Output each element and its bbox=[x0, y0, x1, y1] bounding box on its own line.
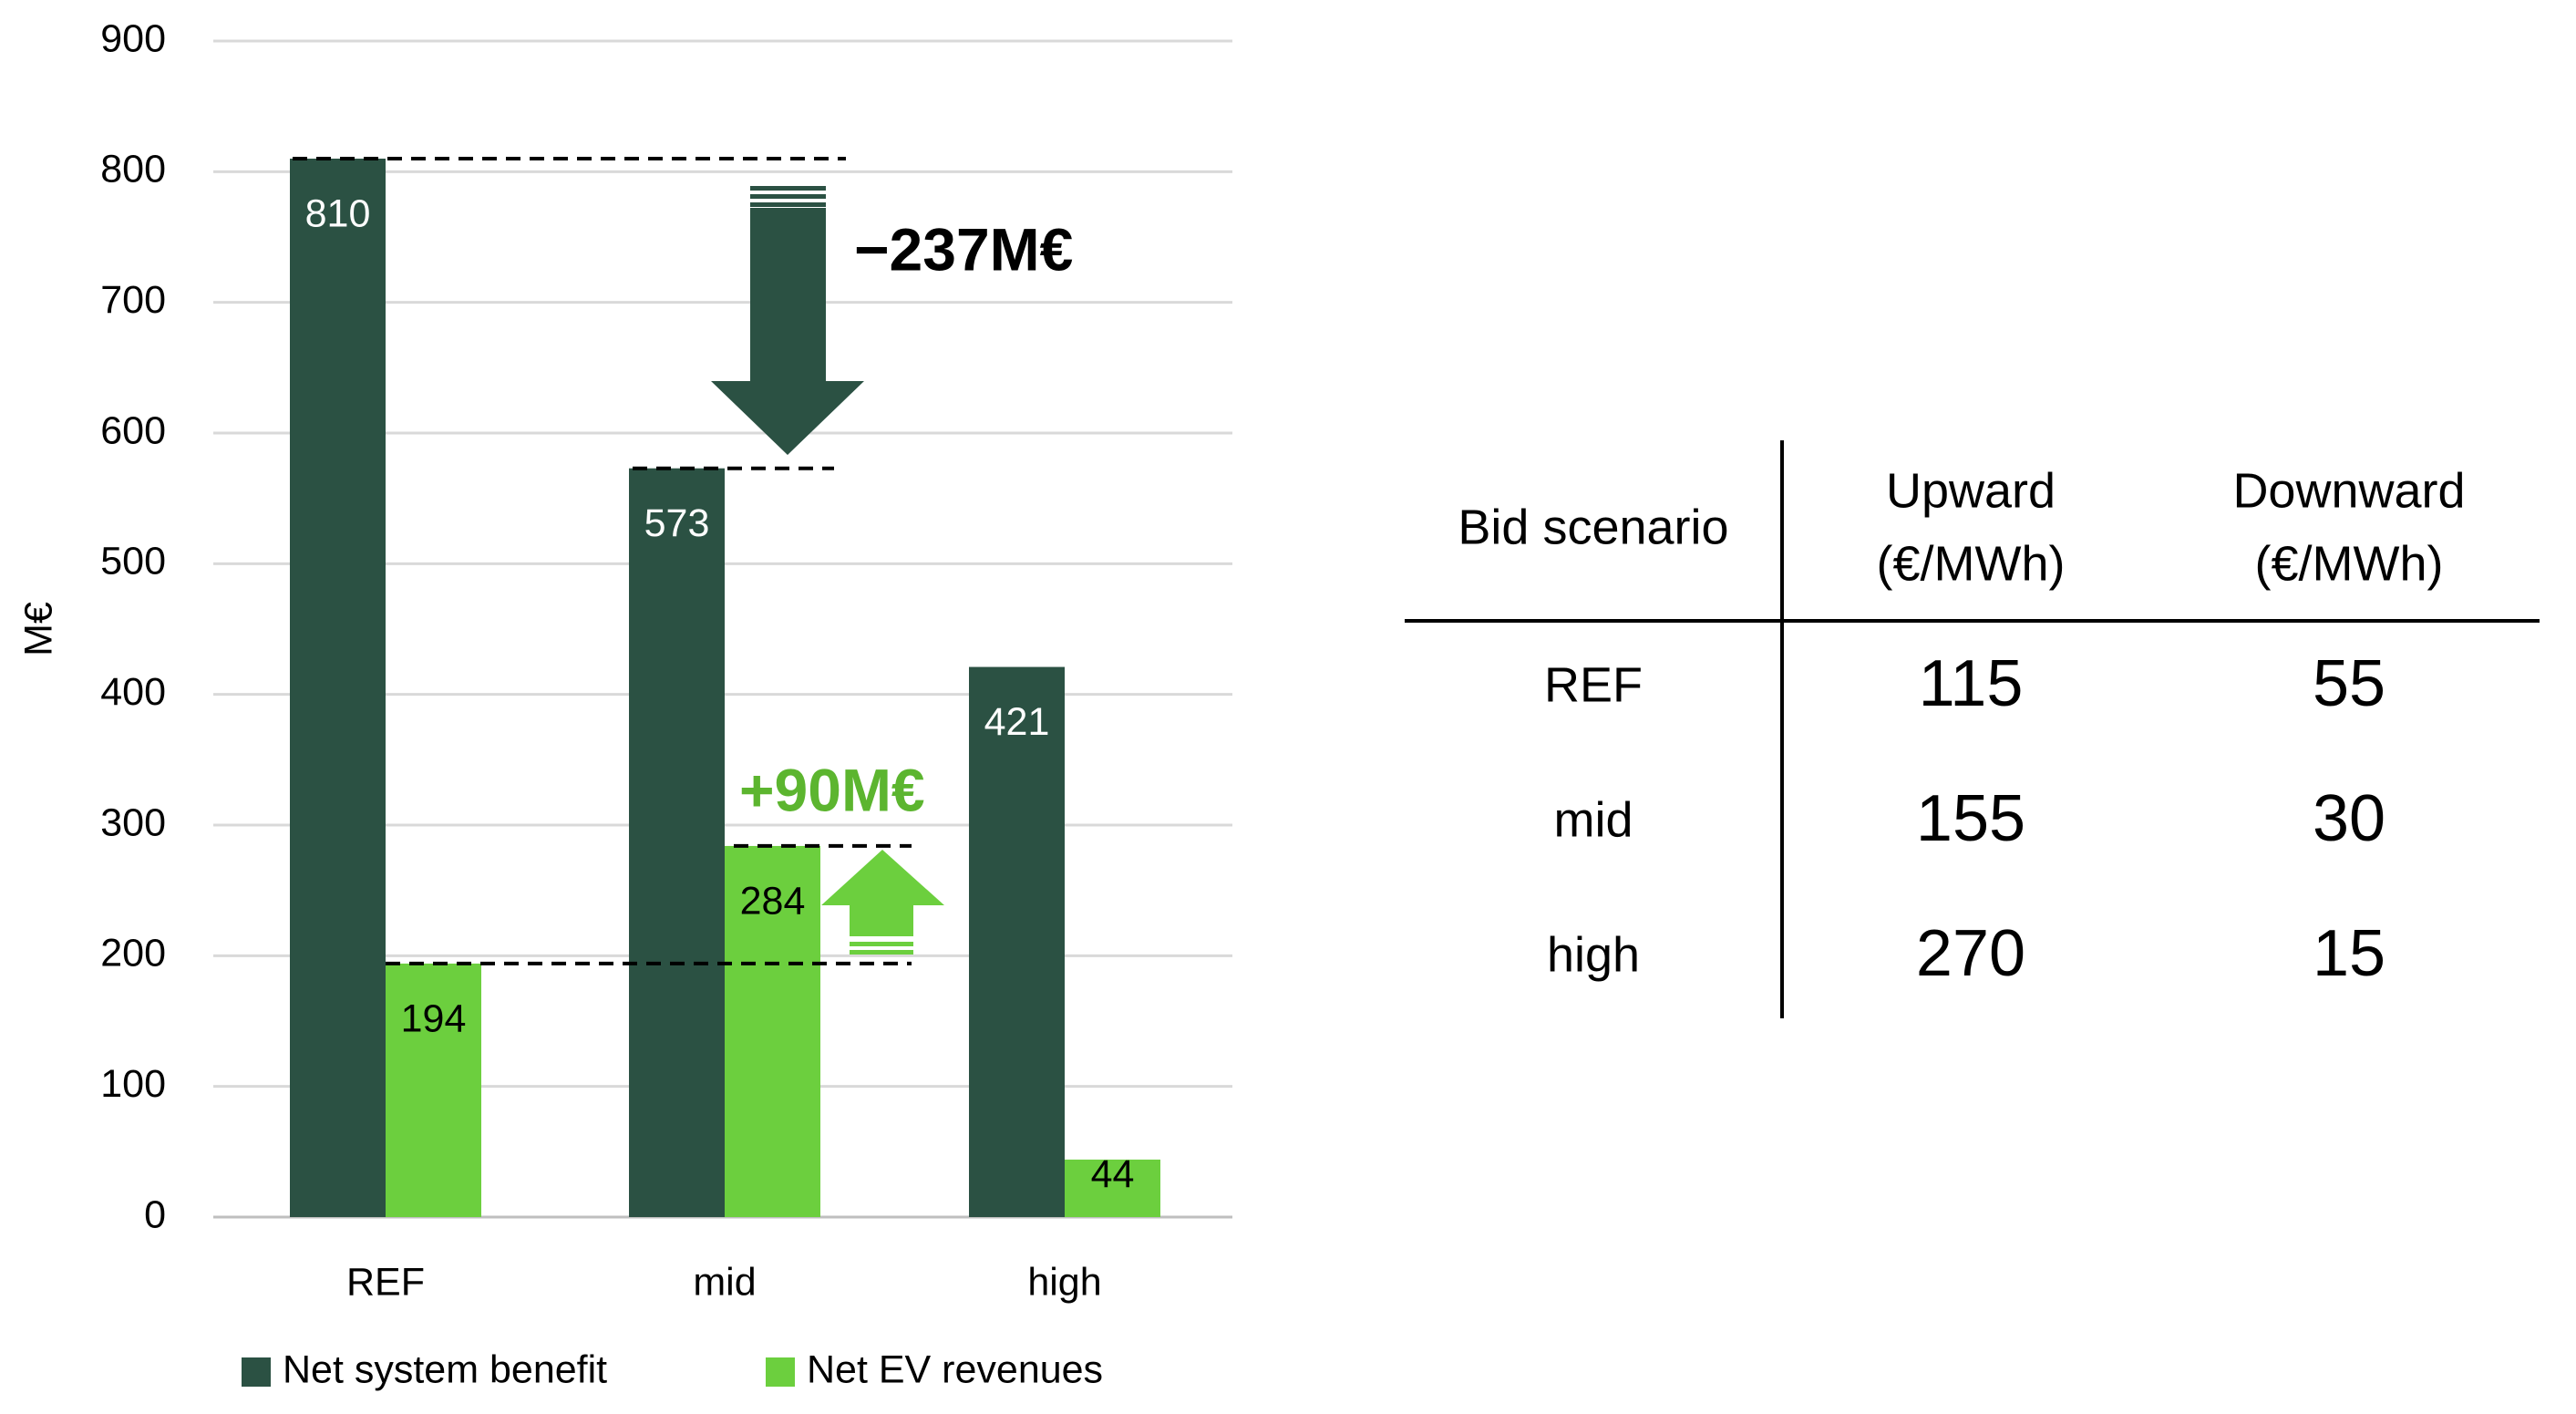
y-axis-label: M€ bbox=[16, 602, 60, 656]
table-cell: 30 bbox=[2313, 782, 2385, 855]
legend-swatch bbox=[242, 1357, 271, 1387]
arrow-stripe bbox=[850, 950, 913, 955]
y-tick-label: 700 bbox=[100, 278, 166, 322]
value-label: 573 bbox=[644, 501, 710, 545]
table-header: Bid scenario bbox=[1458, 500, 1728, 554]
bar bbox=[290, 159, 386, 1217]
value-label: 421 bbox=[984, 700, 1050, 744]
table-cell: 270 bbox=[1916, 917, 2025, 990]
bar bbox=[969, 666, 1065, 1217]
value-label: 194 bbox=[401, 996, 467, 1040]
table-header: Upward bbox=[1886, 463, 2056, 518]
x-tick-label: high bbox=[1027, 1260, 1101, 1304]
annotation: −237M€ bbox=[854, 215, 1073, 283]
annotation: +90M€ bbox=[739, 756, 925, 823]
up-arrow bbox=[821, 850, 944, 936]
y-tick-label: 400 bbox=[100, 670, 166, 714]
bar bbox=[629, 468, 725, 1217]
y-tick-label: 800 bbox=[100, 148, 166, 191]
table: Bid scenario Upward (€/MWh) Downward (€/… bbox=[1405, 440, 2540, 1018]
arrow-stripe bbox=[750, 202, 826, 207]
table-header: (€/MWh) bbox=[2255, 536, 2444, 591]
table-row-label: high bbox=[1547, 927, 1640, 982]
table-cell: 55 bbox=[2313, 647, 2385, 720]
y-tick-label: 100 bbox=[100, 1062, 166, 1106]
y-tick-label: 200 bbox=[100, 932, 166, 975]
value-label: 810 bbox=[305, 191, 371, 235]
arrow-stripe bbox=[750, 194, 826, 199]
value-label: 44 bbox=[1091, 1152, 1135, 1196]
table-cell: 115 bbox=[1919, 647, 2024, 720]
legend-label: Net system benefit bbox=[283, 1347, 607, 1391]
y-tick-label: 500 bbox=[100, 540, 166, 583]
table-header: (€/MWh) bbox=[1877, 536, 2066, 591]
bar bbox=[386, 963, 481, 1217]
y-tick-label: 600 bbox=[100, 408, 166, 452]
legend-label: Net EV revenues bbox=[807, 1347, 1103, 1391]
bar bbox=[1065, 1159, 1160, 1217]
table-cell: 155 bbox=[1916, 782, 2025, 855]
y-tick-label: 300 bbox=[100, 800, 166, 844]
y-tick-label: 0 bbox=[144, 1192, 166, 1236]
y-tick-label: 900 bbox=[100, 16, 166, 60]
bar bbox=[725, 845, 820, 1217]
arrow-stripe bbox=[750, 186, 826, 191]
legend-swatch bbox=[766, 1357, 795, 1387]
x-tick-label: REF bbox=[346, 1260, 425, 1304]
x-tick-label: mid bbox=[693, 1260, 756, 1304]
down-arrow bbox=[711, 208, 864, 455]
arrow-stripe bbox=[850, 942, 913, 946]
table-header: Downward bbox=[2232, 463, 2465, 518]
table-cell: 15 bbox=[2313, 917, 2385, 990]
table-row-label: mid bbox=[1553, 792, 1633, 847]
table-row-label: REF bbox=[1544, 657, 1643, 712]
value-label: 284 bbox=[740, 879, 806, 923]
